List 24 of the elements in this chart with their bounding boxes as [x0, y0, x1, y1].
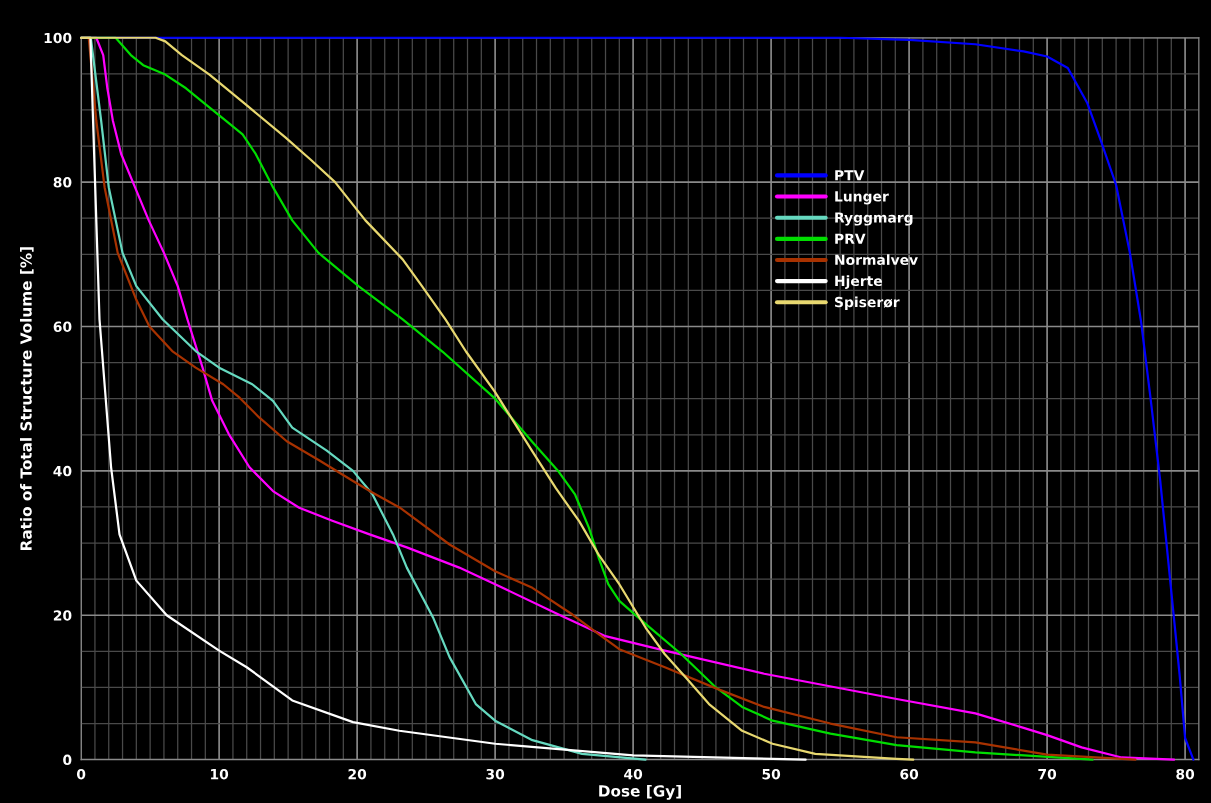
legend-label: PRV [835, 233, 866, 244]
x-tick-label: 70 [1038, 768, 1057, 780]
y-tick-label: 100 [44, 32, 72, 44]
x-axis-title: Dose [Gy] [599, 784, 681, 800]
y-tick-label: 0 [63, 754, 72, 766]
y-tick-label: 20 [53, 610, 72, 621]
y-tick-label: 80 [53, 177, 72, 188]
x-tick-label: 50 [762, 768, 781, 780]
y-tick-label: 60 [53, 321, 72, 332]
x-tick-label: 60 [900, 768, 919, 780]
legend-label: Lunger [835, 191, 889, 205]
legend-label: Normalvev [835, 254, 918, 266]
y-axis-title: Ratio of Total Structure Volume [%] [20, 247, 34, 551]
legend-label: Hjerte [835, 275, 883, 289]
y-tick-label: 40 [53, 465, 72, 477]
legend-label: Ryggmarg [835, 212, 913, 226]
legend-label: PTV [835, 170, 865, 181]
x-tick-label: 30 [486, 768, 505, 780]
x-tick-label: 80 [1176, 768, 1195, 780]
x-tick-label: 0 [76, 768, 86, 780]
x-tick-label: 40 [624, 768, 643, 780]
x-tick-label: 10 [211, 768, 229, 780]
x-tick-label: 20 [348, 768, 367, 780]
legend-label: Spiserør [834, 296, 900, 310]
